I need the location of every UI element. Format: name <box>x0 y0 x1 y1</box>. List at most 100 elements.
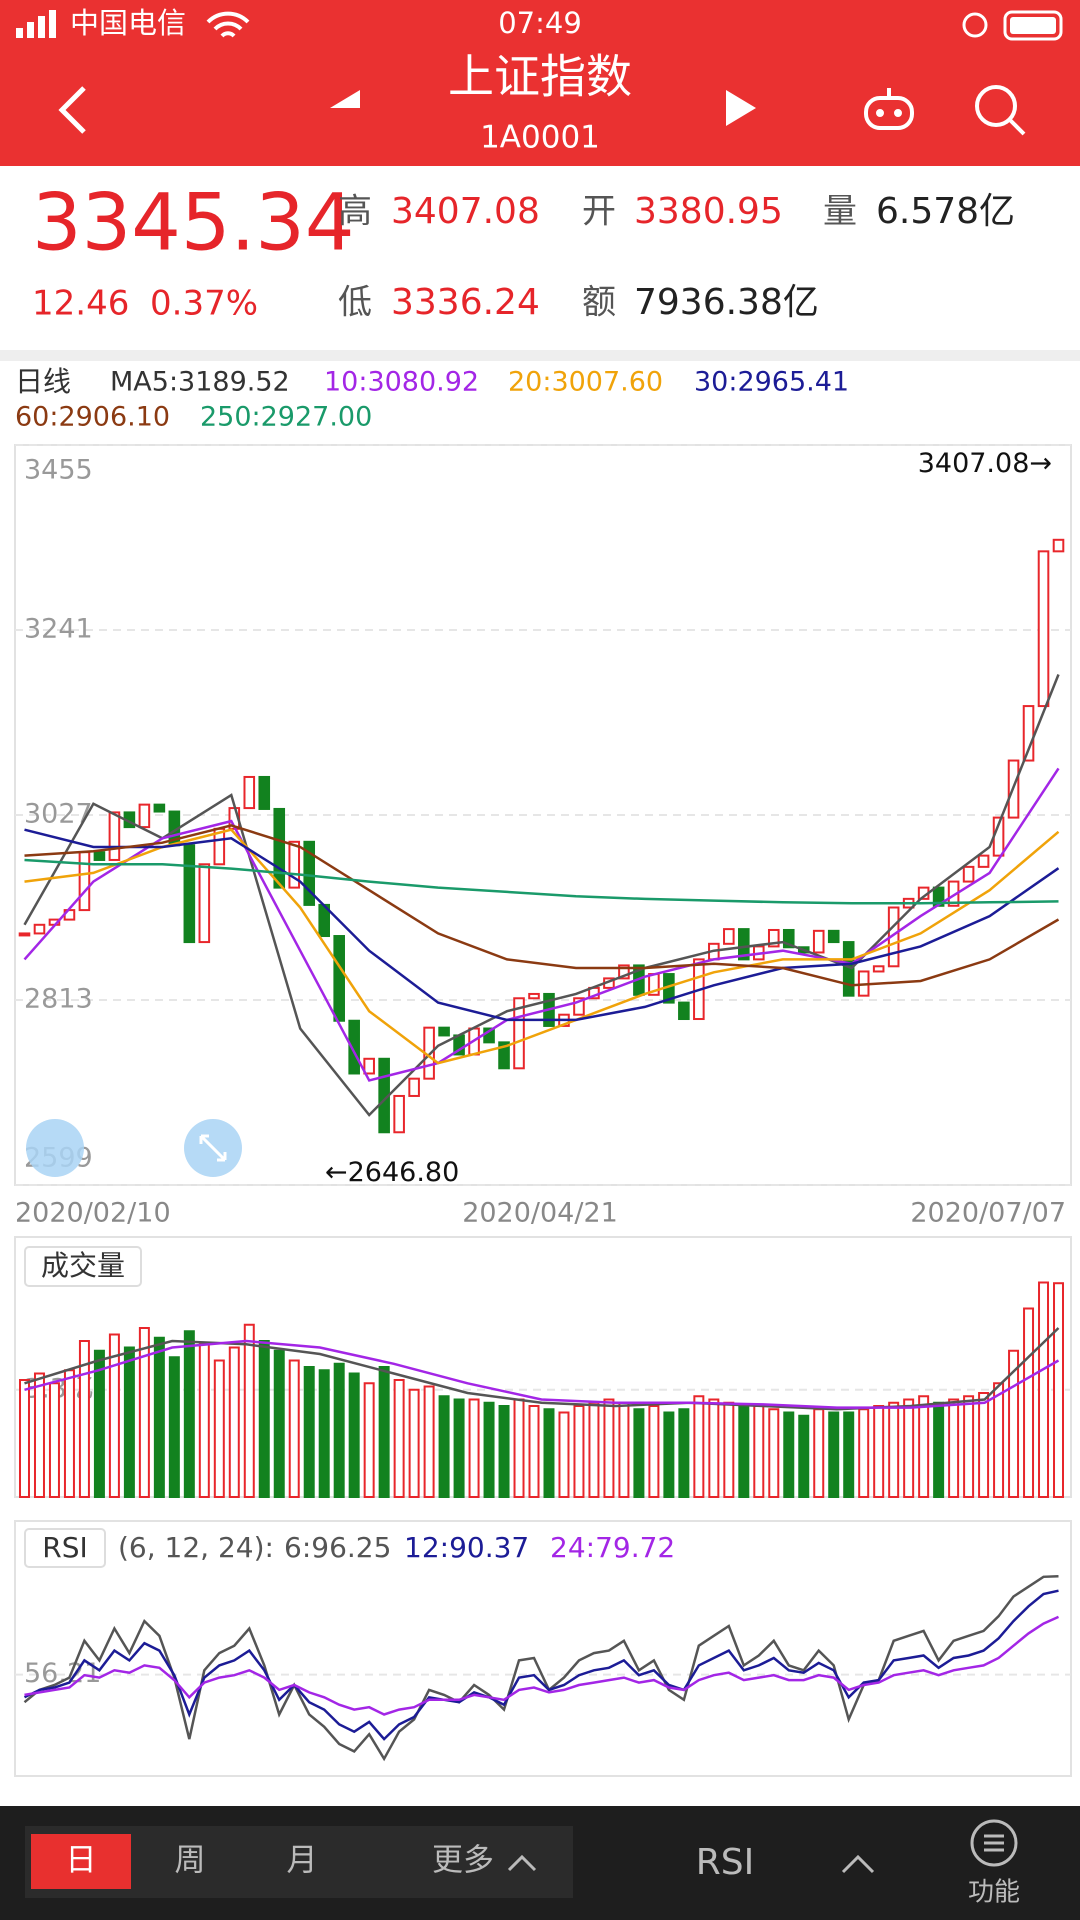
candle <box>767 928 780 948</box>
indicator-line <box>23 767 1060 1082</box>
volume-bar <box>243 1323 255 1498</box>
volume-bar <box>18 1379 30 1498</box>
volume-bar <box>798 1414 810 1498</box>
candle <box>977 854 990 868</box>
search-button[interactable] <box>975 85 1026 136</box>
volume-bar <box>393 1379 405 1498</box>
low: 3336.24 <box>391 282 540 323</box>
volume-bar <box>1053 1282 1065 1498</box>
legend-entry: 250:2927.00 <box>200 402 372 433</box>
candle <box>1037 550 1050 708</box>
indicator-line <box>23 1574 1059 1762</box>
y-tick-label: 3455 <box>24 455 93 486</box>
volume-bar <box>1038 1281 1050 1498</box>
volume-bar <box>468 1398 480 1498</box>
rsi-chart-label: RSI <box>42 1531 88 1564</box>
candle <box>872 965 885 973</box>
function-label[interactable]: 功能 <box>968 1878 1020 1908</box>
volume-bar <box>153 1336 165 1498</box>
volume-bar <box>678 1408 690 1498</box>
candle <box>827 929 840 944</box>
volume-bar <box>813 1408 825 1498</box>
volume-bar <box>213 1359 225 1498</box>
volume-bar <box>1023 1307 1035 1498</box>
volume-bar <box>378 1366 390 1498</box>
volume-bar <box>993 1382 1005 1498</box>
candle <box>1022 705 1035 762</box>
volume-bar <box>648 1405 660 1498</box>
tab[interactable]: 月 <box>287 1843 318 1879</box>
next-button[interactable] <box>726 90 756 126</box>
candle <box>842 941 855 997</box>
volume-bar <box>108 1333 120 1498</box>
volume-bar <box>558 1411 570 1498</box>
volume-bar <box>768 1408 780 1498</box>
collapse-button[interactable] <box>26 1119 84 1177</box>
volume-bar <box>543 1408 555 1498</box>
volume-bar <box>828 1411 840 1498</box>
rsi-label-box <box>24 1528 106 1568</box>
function-icon[interactable] <box>970 1819 1018 1867</box>
indicator-line <box>24 858 1059 905</box>
volume-bar <box>633 1408 645 1498</box>
volume-bar <box>978 1392 990 1498</box>
x-tick-label: 2020/07/07 <box>910 1198 1066 1229</box>
volume-bar <box>123 1346 135 1498</box>
volume-bar <box>333 1362 345 1498</box>
legend-entry: 12:90.37 <box>404 1531 529 1564</box>
indicator-line <box>23 674 1060 1117</box>
volume-bar <box>33 1372 45 1498</box>
volume-bar <box>783 1411 795 1498</box>
low-annotation: ←2646.80 <box>325 1157 459 1188</box>
indicator-button[interactable]: RSI <box>696 1842 754 1883</box>
volume-bar <box>843 1411 855 1498</box>
robot-button[interactable] <box>864 88 914 130</box>
last-price: 3345.34 <box>32 178 355 268</box>
y-tick-label: 2813 <box>24 984 93 1015</box>
candle <box>812 929 825 954</box>
expand-icon <box>199 1134 227 1162</box>
tab[interactable]: 日 <box>66 1843 97 1879</box>
candle <box>183 844 196 944</box>
clock: 07:49 <box>498 6 582 40</box>
tab[interactable]: 更多 <box>432 1843 494 1879</box>
candle <box>198 863 211 944</box>
candle <box>678 1001 690 1021</box>
candle <box>618 964 630 980</box>
candle <box>333 935 345 1022</box>
volume-bar <box>888 1401 900 1498</box>
prev-button[interactable] <box>330 90 360 126</box>
volume-bar <box>453 1398 465 1498</box>
candle <box>303 840 316 906</box>
volume-bar <box>63 1369 75 1498</box>
candle <box>243 775 256 810</box>
indicator-chevron[interactable] <box>841 1854 875 1874</box>
period-label: 日线 <box>15 365 71 398</box>
volume-bar <box>273 1349 285 1498</box>
signal-icon <box>16 10 56 38</box>
legend-entry: 10:3080.92 <box>324 367 479 398</box>
indicator-line <box>24 824 1060 987</box>
legend-entry: 6:96.25 <box>284 1531 391 1564</box>
volume-bar <box>618 1401 630 1498</box>
volume-bar <box>663 1411 675 1498</box>
tab-active <box>31 1834 131 1889</box>
low-label: 低 <box>338 283 372 323</box>
code: 1A0001 <box>480 120 600 156</box>
legend-entry: 20:3007.60 <box>508 367 663 398</box>
high: 3407.08 <box>391 191 540 232</box>
header-bar <box>0 0 1080 166</box>
candle <box>782 928 795 949</box>
legend-entry: 60:2906.10 <box>15 402 170 433</box>
volume-frame <box>14 1236 1072 1498</box>
candle <box>108 811 121 861</box>
battery-level <box>1010 17 1056 34</box>
tab[interactable]: 周 <box>175 1843 206 1879</box>
volume-bar <box>528 1405 540 1498</box>
indicator-line <box>24 828 1060 1065</box>
volume-bar <box>48 1382 60 1498</box>
volume-bar <box>258 1340 270 1498</box>
x-tick-label: 2020/02/10 <box>15 1198 171 1229</box>
back-button[interactable] <box>58 86 86 134</box>
volume-bar <box>228 1346 240 1498</box>
